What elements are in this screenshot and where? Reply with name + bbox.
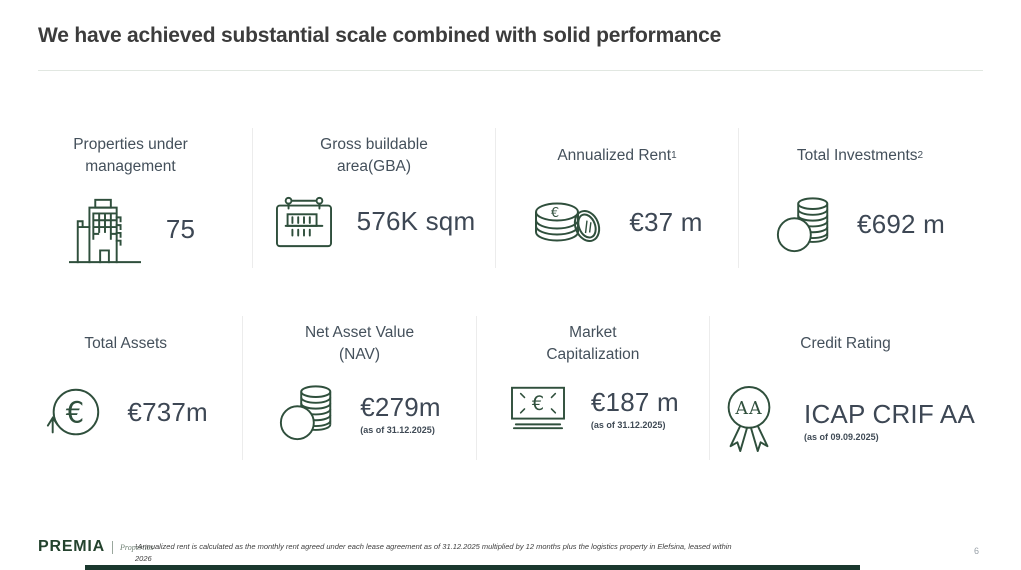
title-divider — [38, 70, 983, 71]
footnote-1: ¹Annualized rent is calculated as the mo… — [135, 542, 732, 563]
metric-value: €187 m — [590, 386, 679, 417]
metric-value: €37 m — [629, 206, 703, 237]
metric-label: Properties under management — [73, 135, 188, 175]
metric-label: Total Investments 2 — [796, 146, 924, 164]
medal-aa-icon: AA — [716, 382, 782, 458]
euro-cycle-icon: € — [43, 382, 105, 444]
metric-value: ICAP CRIF AA — [804, 398, 975, 429]
metric-label: Market Capitalization — [546, 323, 640, 363]
metric-card-credit-rating: Credit Rating AA ICAP CRIF AA (as of 09.… — [709, 316, 981, 460]
metric-as-of: (as of 09.09.2025) — [804, 431, 879, 442]
banknote-icon: € — [507, 382, 569, 434]
metric-label: Total Assets — [84, 334, 168, 352]
metric-value: €737m — [127, 396, 208, 427]
metric-label: Annualized Rent 1 — [557, 146, 677, 164]
metric-card-net-asset-value: Net Asset Value (NAV) €279m (as of 31.12… — [242, 316, 475, 460]
metric-label: Credit Rating — [800, 334, 891, 352]
metric-as-of: (as of 31.12.2025) — [360, 424, 435, 435]
premia-logo: PREMIA Properties — [38, 538, 154, 556]
page-number: 6 — [973, 546, 979, 556]
svg-text:AA: AA — [734, 399, 762, 419]
brand-divider — [112, 540, 114, 554]
svg-text:€: € — [66, 396, 84, 430]
metric-card-gross-buildable-area: Gross buildable area(GBA) 576K sqm — [252, 128, 495, 268]
metrics-row-2: Total Assets € €737m Net Asset Value (NA… — [9, 316, 981, 460]
metric-card-properties-under-management: Properties under management 75 — [9, 128, 252, 268]
euro-coins-icon: € — [531, 194, 607, 252]
calendar-icon — [273, 194, 335, 250]
metric-card-annualized-rent: Annualized Rent 1 € — [495, 128, 738, 268]
metric-value: 75 — [165, 213, 196, 244]
page-title: We have achieved substantial scale combi… — [38, 24, 722, 47]
coin-stack-icon — [775, 194, 835, 256]
brand-subtitle: Properties — [120, 542, 154, 552]
metric-value: €279m — [360, 391, 441, 422]
metrics-row-1: Properties under management 75 — [9, 128, 981, 268]
metric-card-market-capitalization: Market Capitalization € €187 m (as of 31… — [475, 316, 709, 460]
coin-stack-icon — [278, 382, 338, 444]
brand-name: PREMIA — [38, 538, 106, 555]
bottom-edge-bar — [85, 565, 860, 570]
metric-label: Gross buildable area(GBA) — [320, 135, 428, 175]
metric-as-of: (as of 31.12.2025) — [590, 419, 666, 430]
metric-card-total-investments: Total Investments 2 €692 m — [738, 128, 981, 268]
building-icon — [66, 194, 144, 266]
metric-card-total-assets: Total Assets € €737m — [9, 316, 242, 460]
metric-label: Net Asset Value (NAV) — [304, 323, 415, 363]
metric-value: 576K sqm — [356, 205, 476, 236]
svg-text:€: € — [532, 392, 544, 415]
svg-text:€: € — [551, 206, 559, 221]
metric-value: €692 m — [857, 208, 945, 239]
